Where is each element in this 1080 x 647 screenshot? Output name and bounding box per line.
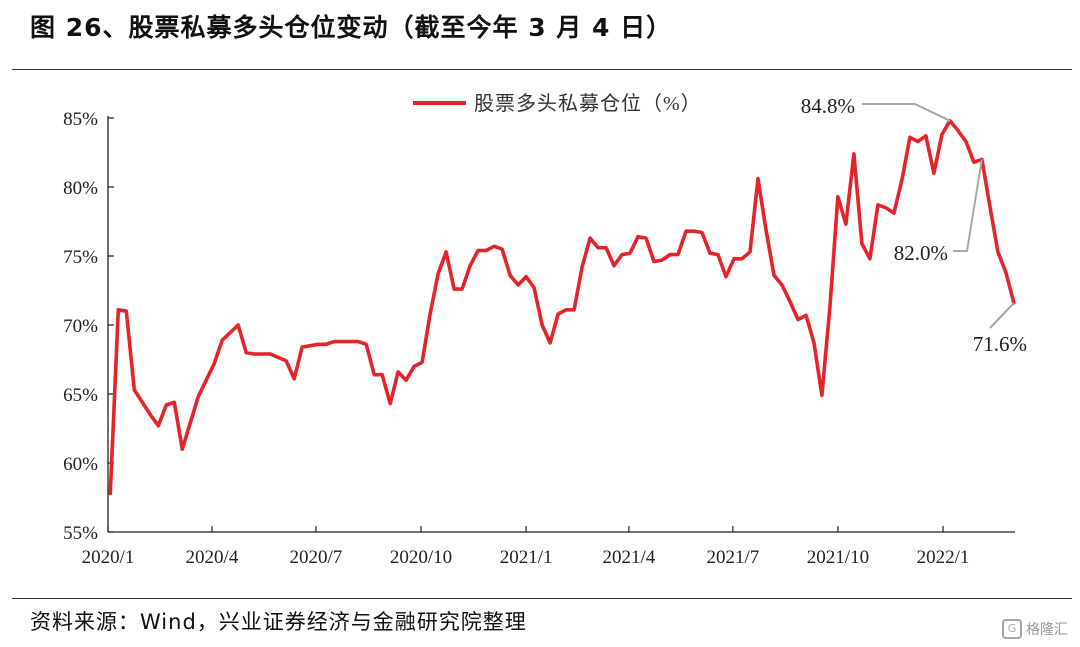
- watermark-text: 格隆汇: [1026, 622, 1068, 638]
- y-tick-label: 60%: [63, 454, 98, 475]
- callout-label: 84.8%: [801, 94, 855, 118]
- x-tick-label: 2020/1: [82, 547, 135, 568]
- gelonghui-logo-icon: G: [1002, 619, 1022, 639]
- x-tick-label: 2021/4: [603, 547, 656, 568]
- top-rule: [12, 69, 1072, 70]
- x-tick-label: 2021/1: [500, 547, 553, 568]
- y-tick-label: 80%: [63, 178, 98, 199]
- x-tick-label: 2020/10: [390, 547, 452, 568]
- callout-label: 71.6%: [973, 332, 1027, 356]
- watermark: G 格隆汇: [1002, 619, 1068, 639]
- x-tick-label: 2020/7: [290, 547, 343, 568]
- callout-leader: [989, 302, 1015, 329]
- callout-label: 82.0%: [894, 241, 948, 265]
- chart-marks: [108, 119, 1016, 496]
- y-tick-label: 55%: [63, 523, 98, 544]
- chart-annotations: 84.8% 82.0% 71.6%: [801, 94, 1027, 356]
- x-tick-label: 2020/4: [186, 547, 239, 568]
- chart-legend: 股票多头私募仓位（%）: [413, 92, 702, 115]
- x-tick-label: 2021/7: [706, 547, 759, 568]
- y-tick-label: 65%: [63, 385, 98, 406]
- y-tick-label: 75%: [63, 247, 98, 268]
- legend-label: 股票多头私募仓位（%）: [474, 92, 702, 115]
- x-tick-label: 2022/1: [917, 547, 970, 568]
- position-line-chart: 55% 60% 65% 70% 75% 80% 85% 2020/1 2020/4 2020/7 2…: [63, 92, 1027, 568]
- x-tick-label: 2021/10: [807, 547, 869, 568]
- y-tick-label: 85%: [63, 109, 98, 130]
- bottom-rule: [12, 598, 1072, 599]
- callout-leader: [862, 103, 951, 122]
- y-tick-label: 70%: [63, 316, 98, 337]
- callout-leader: [953, 159, 983, 252]
- series-line: [108, 119, 1016, 496]
- source-note: 资料来源：Wind，兴业证券经济与金融研究院整理: [30, 610, 527, 634]
- chart-axes: 55% 60% 65% 70% 75% 80% 85% 2020/1 2020/4 2020/7 2…: [63, 109, 1015, 568]
- figure-title: 图 26、股票私募多头仓位变动（截至今年 3 月 4 日）: [30, 13, 673, 42]
